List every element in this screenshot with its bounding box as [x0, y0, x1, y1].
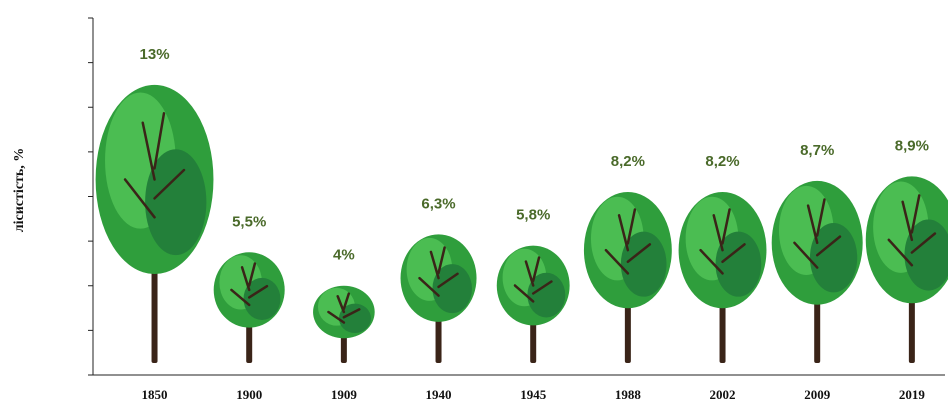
- value-label: 6,3%: [421, 195, 455, 212]
- tree-branches: [418, 246, 459, 297]
- value-label: 8,2%: [705, 153, 739, 170]
- tree-crown-light: [904, 219, 948, 291]
- tree-branches: [327, 292, 361, 324]
- value-label: 8,9%: [895, 137, 929, 154]
- tree-branches: [793, 198, 842, 269]
- tree: [583, 192, 672, 363]
- tree-branches: [604, 208, 652, 275]
- tree-branches: [123, 112, 186, 219]
- value-label: 5,8%: [516, 207, 550, 224]
- tree-crown-light: [620, 231, 667, 297]
- tree-crown-light: [243, 277, 281, 321]
- tree-crown-light: [715, 231, 762, 297]
- tree: [865, 176, 948, 363]
- tree-crown-light: [432, 264, 472, 314]
- value-label: 8,2%: [611, 153, 645, 170]
- tree: [213, 252, 285, 363]
- tree: [496, 245, 570, 363]
- value-label: 4%: [333, 247, 355, 264]
- y-axis-label: лісистість, %: [12, 148, 27, 233]
- tree-crown-light: [527, 272, 566, 318]
- x-tick-label: 1988: [615, 387, 642, 402]
- tree-branches: [513, 256, 553, 303]
- value-label: 5,5%: [232, 213, 266, 230]
- x-tick-label: 2019: [899, 387, 926, 402]
- x-tick-label: 2002: [710, 387, 736, 402]
- tree-branches: [230, 262, 269, 307]
- x-tick-label: 1900: [236, 387, 262, 402]
- tree-crown-light: [809, 222, 858, 293]
- tree: [400, 234, 477, 363]
- x-tick-label: 2009: [804, 387, 831, 402]
- tree-branches: [699, 208, 746, 275]
- tree-branches: [887, 194, 937, 267]
- tree: [678, 192, 767, 363]
- value-label: 8,7%: [800, 142, 834, 159]
- tree-crown-light: [338, 303, 371, 334]
- x-tick-label: 1945: [520, 387, 547, 402]
- tree-crown-light: [145, 149, 207, 256]
- tree: [313, 285, 375, 363]
- tree: [771, 180, 863, 363]
- x-tick-label: 1940: [426, 387, 452, 402]
- tree: [95, 84, 214, 363]
- x-tick-label: 1909: [331, 387, 358, 402]
- value-label: 13%: [140, 46, 170, 63]
- x-tick-label: 1850: [142, 387, 168, 402]
